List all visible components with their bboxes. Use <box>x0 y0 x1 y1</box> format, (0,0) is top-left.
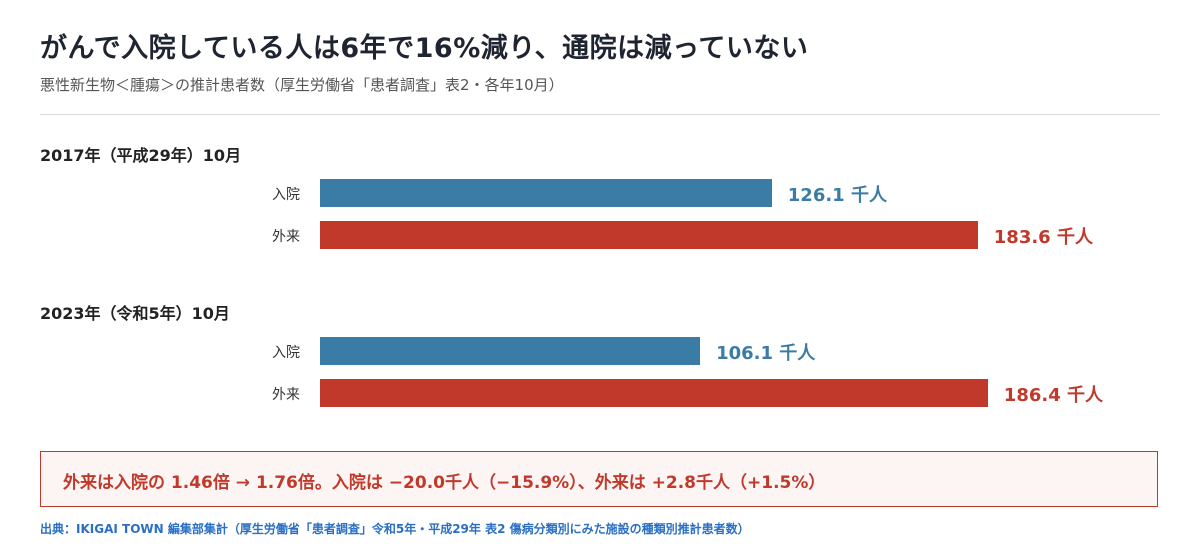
bar-category-label: 外来 <box>272 229 300 245</box>
divider <box>40 114 1160 115</box>
bar-value-label: 126.1 千人 <box>787 185 887 206</box>
bar-value-label: 183.6 千人 <box>993 227 1093 248</box>
bar <box>320 379 988 407</box>
bar-category-label: 外来 <box>272 387 300 403</box>
bar <box>320 179 772 207</box>
bar-value-label: 186.4 千人 <box>1003 385 1103 406</box>
bar-category-label: 入院 <box>272 187 300 203</box>
group-heading: 2017年（平成29年）10月 <box>40 146 242 165</box>
summary-callout-text: 外来は入院の 1.46倍 → 1.76倍。入院は −20.0千人（−15.9%）… <box>63 473 826 493</box>
bar-value-label: 106.1 千人 <box>716 343 816 364</box>
summary-callout: 外来は入院の 1.46倍 → 1.76倍。入院は −20.0千人（−15.9%）… <box>40 451 1158 507</box>
bar <box>320 337 701 365</box>
source-note: 出典：IKIGAI TOWN 編集部集計（厚生労働省「患者調査」令和5年・平成2… <box>40 522 750 536</box>
bar <box>320 221 978 249</box>
chart-title: がんで入院している人は6年で16%減り、通院は減っていない <box>40 33 809 64</box>
bar-category-label: 入院 <box>272 345 300 361</box>
group-heading: 2023年（令和5年）10月 <box>40 304 230 323</box>
chart-subtitle: 悪性新生物＜腫瘍＞の推計患者数（厚生労働省「患者調査」表2・各年10月） <box>40 76 564 94</box>
